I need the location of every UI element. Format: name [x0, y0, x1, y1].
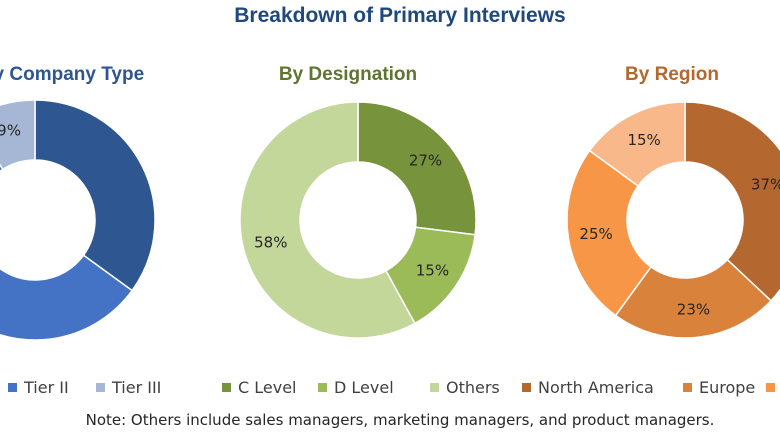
- slice-tier-iii: [0, 99, 36, 171]
- slice-row: [588, 101, 686, 187]
- legend-item-tier-iii: Tier III: [96, 378, 161, 397]
- legend-swatch: [522, 383, 531, 392]
- donut-by-designation: 27% 15% 58%: [239, 101, 477, 339]
- legend-item-c-level: C Level: [222, 378, 297, 397]
- legend-item-a: A: [766, 378, 780, 397]
- legend-item-europe: Europe: [683, 378, 755, 397]
- legend-item-others: Others: [430, 378, 500, 397]
- legend-swatch: [222, 383, 231, 392]
- slice-label-c-level: 27%: [409, 151, 442, 169]
- donut-by-region: 37% 23% 25% 15%: [566, 101, 780, 339]
- slice-label-north-america: 37%: [751, 175, 780, 193]
- legend-swatch: [318, 383, 327, 392]
- legend-label: Europe: [699, 378, 756, 397]
- legend-label: North America: [538, 378, 654, 397]
- legend-swatch: [683, 383, 692, 392]
- legend-item-tier-ii: Tier II: [8, 378, 69, 397]
- slice-tier-ii: [0, 163, 134, 341]
- slice-north-america: [684, 101, 780, 302]
- legend-label: D Level: [334, 378, 394, 397]
- slice-label-row: 15%: [627, 131, 660, 149]
- legend-swatch: [430, 383, 439, 392]
- legend-swatch: [766, 383, 775, 392]
- chart-title-region: By Region: [625, 64, 719, 85]
- slice-others: [239, 101, 416, 339]
- legend-swatch: [8, 383, 17, 392]
- legend-item-d-level: D Level: [318, 378, 394, 397]
- legend-label: Others: [446, 378, 500, 397]
- slice-tier-i: [34, 99, 156, 292]
- legend-item-north-america: North America: [522, 378, 654, 397]
- legend-label: Tier II: [24, 378, 69, 397]
- slice-label-europe: 23%: [677, 301, 710, 319]
- footnote: Note: Others include sales managers, mar…: [85, 411, 715, 429]
- donut-by-company-type: 56%9%: [0, 99, 156, 341]
- slice-apac: [566, 149, 652, 317]
- chart-title-company-type: By Company Type: [0, 64, 145, 85]
- legend-label: C Level: [238, 378, 297, 397]
- legend-label: Tier III: [112, 378, 162, 397]
- slice-europe: [614, 258, 773, 339]
- slice-label-tier-iii: 9%: [0, 122, 21, 140]
- slice-c-level: [357, 101, 477, 236]
- main-title: Breakdown of Primary Interviews: [234, 4, 566, 27]
- slice-label-d-level: 15%: [416, 262, 449, 280]
- slice-label-others: 58%: [254, 233, 287, 251]
- slice-label-apac: 25%: [579, 225, 612, 243]
- chart-title-designation: By Designation: [278, 64, 418, 85]
- legend-swatch: [96, 383, 105, 392]
